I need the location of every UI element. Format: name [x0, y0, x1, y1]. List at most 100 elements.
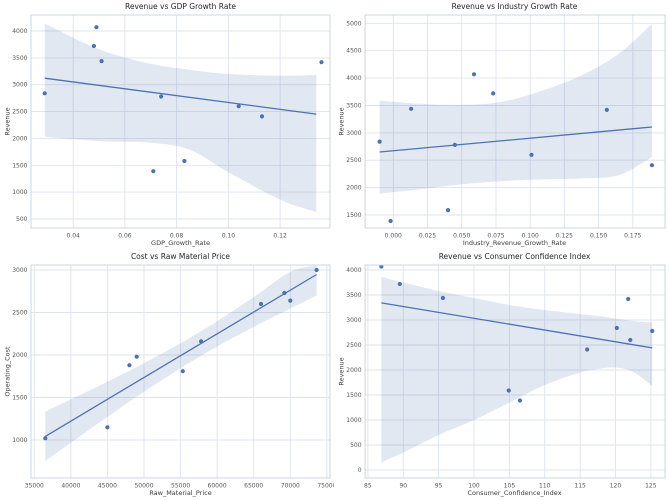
data-point: [409, 106, 414, 111]
data-point: [182, 158, 187, 164]
x-tick-label: 65000: [244, 483, 263, 490]
y-tick-label: 5000: [346, 20, 361, 27]
data-point: [377, 139, 382, 144]
y-tick-label: 3500: [12, 55, 27, 62]
y-axis-label: Operating_Cost: [3, 346, 12, 397]
x-tick-label: 85: [364, 483, 372, 490]
data-point: [445, 208, 451, 213]
y-tick-label: 3000: [346, 317, 361, 324]
y-tick-label: 1500: [346, 392, 361, 399]
y-tick-label: 2500: [12, 310, 27, 317]
data-point: [43, 436, 48, 441]
data-point: [199, 339, 204, 344]
x-tick-label: 45000: [98, 483, 117, 490]
data-point: [379, 265, 384, 269]
axes-border: [364, 264, 666, 479]
plot-area: 85 90 95 100 105 110 115 120 125 0 500 1000 1500 2000…: [346, 264, 666, 490]
data-point: [236, 104, 241, 109]
x-tick-label: 120: [610, 483, 622, 490]
y-tick-label: 2000: [12, 352, 27, 359]
y-tick-label: 2500: [12, 109, 27, 116]
x-tick-label: 0.175: [624, 233, 641, 240]
y-tick-label: 1000: [12, 189, 27, 196]
chart-title: Revenue vs GDP Growth Rate: [125, 2, 236, 11]
data-point: [628, 337, 633, 343]
x-tick-label: 75000: [317, 483, 334, 490]
x-tick-label: 110: [539, 483, 551, 490]
y-tick-label: 1500: [12, 162, 27, 169]
y-tick-label: 2500: [346, 157, 361, 164]
x-tick-label: 0.08: [170, 233, 184, 240]
y-tick-label: 1500: [346, 212, 361, 219]
y-tick-label: 3500: [346, 103, 361, 110]
x-tick-label: 95: [435, 483, 443, 490]
data-point: [134, 354, 139, 359]
x-axis-label: GDP_Growth_Rate: [151, 239, 210, 247]
x-tick-label: 0.100: [522, 233, 539, 240]
plot-area: 0.000 0.025 0.050 0.075 0.100 0.125 0.150 0.175…: [346, 14, 666, 240]
confidence-band: [379, 23, 652, 194]
data-point: [319, 60, 324, 65]
confidence-band: [44, 23, 317, 212]
y-tick-label: 500: [350, 442, 362, 449]
x-tick-label: 0.04: [67, 233, 81, 240]
y-axis-label: Revenue: [3, 107, 12, 136]
y-tick-label: 0: [358, 467, 362, 474]
x-tick-label: 0.06: [118, 233, 132, 240]
data-point: [471, 72, 477, 77]
data-point: [614, 325, 619, 331]
x-tick-label: 0.150: [590, 233, 607, 240]
x-tick-label: 105: [504, 483, 516, 490]
chart-title: Cost vs Raw Material Price: [130, 252, 231, 261]
x-axis-label: Industry_Revenue_Growth_Rate: [462, 239, 567, 247]
y-tick-label: 1500: [12, 395, 27, 402]
y-tick-label: 4000: [346, 267, 361, 274]
y-tick-label: 3000: [346, 130, 361, 137]
y-tick-label: 3000: [12, 267, 27, 274]
subplot-revenue-vs-gdp-growth-rate: 0.04 0.06 0.08 0.10 0.12 500 1000 1500 2000 2500 3…: [0, 0, 334, 250]
data-point: [105, 425, 110, 430]
x-tick-label: 125: [645, 483, 657, 490]
axes-border: [30, 264, 331, 479]
y-tick-label: 1000: [346, 417, 361, 424]
x-tick-label: 35000: [25, 483, 44, 490]
x-tick-label: 0.025: [419, 233, 436, 240]
x-tick-label: 0.050: [453, 233, 470, 240]
x-tick-label: 115: [574, 483, 586, 490]
y-tick-label: 2500: [346, 342, 361, 349]
subplot-cost-vs-raw-material-price: 35000 40000 45000 50000 55000 60000 65000 70000…: [0, 250, 335, 500]
data-point: [258, 301, 264, 307]
y-axis-label: Revenue: [337, 357, 346, 386]
data-point: [159, 94, 164, 99]
x-tick-label: 70000: [281, 483, 300, 490]
data-point: [282, 290, 287, 296]
y-tick-label: 2000: [12, 135, 27, 142]
data-point: [388, 218, 393, 224]
confidence-band: [381, 277, 653, 463]
x-tick-label: 100: [468, 483, 480, 490]
x-tick-label: 0.000: [385, 233, 402, 240]
data-point: [180, 369, 185, 374]
data-point: [91, 43, 96, 49]
x-axis-label: Consumer_Confidence_Index: [467, 489, 562, 497]
y-tick-label: 4000: [346, 75, 361, 82]
y-tick-label: 3000: [12, 82, 27, 89]
data-point: [151, 169, 156, 174]
data-point: [452, 142, 457, 147]
x-tick-label: 0.10: [222, 233, 236, 240]
x-tick-label: 0.125: [556, 233, 573, 240]
data-point: [440, 295, 446, 301]
subplot-revenue-vs-industry-growth-rate: 0.000 0.025 0.050 0.075 0.100 0.125 0.150 0.175…: [334, 0, 669, 250]
data-point: [585, 347, 590, 352]
data-point: [491, 91, 496, 96]
y-tick-label: 4500: [346, 48, 361, 55]
data-point: [529, 152, 534, 157]
y-tick-label: 2000: [346, 185, 361, 192]
data-point: [604, 107, 609, 112]
data-point: [517, 398, 523, 403]
chart-title: Revenue vs Industry Growth Rate: [451, 2, 578, 11]
y-tick-label: 3500: [346, 292, 361, 299]
data-point: [288, 298, 293, 303]
regression-line: [44, 77, 317, 115]
plot-area: 0.04 0.06 0.08 0.10 0.12 500 1000 1500 2000 2500 3…: [12, 14, 331, 240]
